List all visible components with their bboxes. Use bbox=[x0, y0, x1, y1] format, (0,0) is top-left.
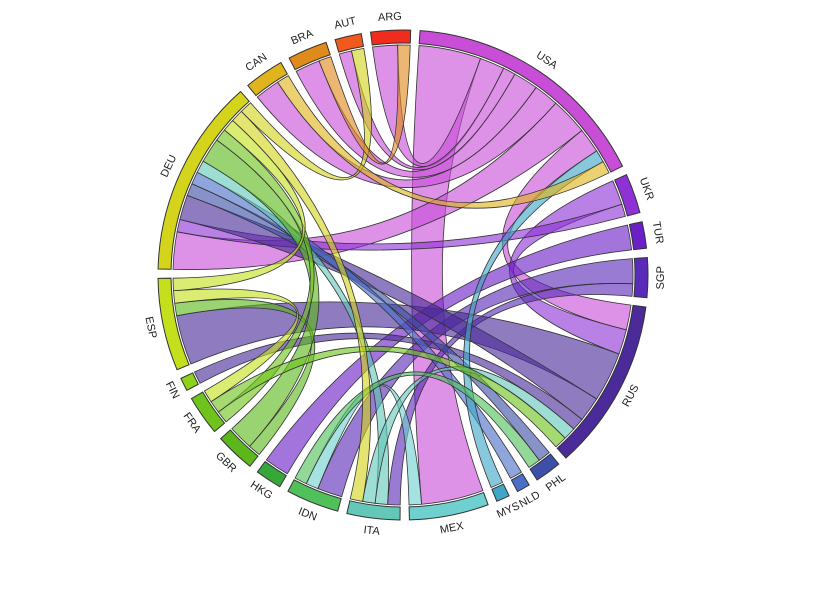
chord-label-mex: MEX bbox=[439, 520, 465, 536]
chord-ribbon-mys-usa bbox=[463, 150, 604, 488]
chord-ribbon-esp-fra bbox=[173, 288, 299, 403]
chord-ribbon-can-usa bbox=[277, 75, 610, 209]
chord-arc-sgp bbox=[633, 256, 649, 299]
chord-label-phl: PHL bbox=[544, 472, 568, 494]
chord-arc-fin bbox=[180, 372, 200, 392]
chord-label-tur: TUR bbox=[650, 221, 666, 245]
chord-arc-tur bbox=[628, 221, 648, 251]
chord-arc-hkg bbox=[256, 460, 287, 488]
chord-ribbon-usa-deu bbox=[172, 102, 583, 270]
chord-ribbon-idn-phl bbox=[294, 371, 540, 485]
chord-ribbon-phl-deu bbox=[186, 183, 550, 461]
chord-arc-can bbox=[247, 61, 289, 97]
chord-label-idn: IDN bbox=[296, 506, 318, 524]
chord-ribbon-gbr-esp bbox=[174, 299, 316, 456]
chord-arcs bbox=[157, 29, 649, 521]
chord-arc-mex bbox=[408, 491, 489, 521]
chord-ribbon-tur-hkg bbox=[265, 224, 633, 475]
chord-ribbon-ukr-deu bbox=[176, 203, 626, 251]
chord-label-fin: FIN bbox=[163, 380, 182, 401]
chord-arc-usa bbox=[418, 30, 624, 173]
chord-label-rus: RUS bbox=[620, 383, 641, 409]
chord-label-can: CAN bbox=[243, 51, 269, 74]
chord-ribbon-deu-ita bbox=[232, 110, 372, 502]
chord-label-mys: MYS bbox=[495, 500, 522, 521]
chord-arc-deu bbox=[157, 90, 250, 270]
chord-arc-idn bbox=[287, 479, 342, 512]
chord-label-fra: FRA bbox=[181, 410, 204, 435]
chord-arc-phl bbox=[529, 453, 560, 481]
chord-label-usa: USA bbox=[534, 49, 560, 72]
chord-label-sgp: SGP bbox=[655, 266, 667, 289]
chord-arc-rus bbox=[556, 304, 647, 459]
chord-ribbon-bra-arg bbox=[318, 44, 411, 165]
chord-label-ita: ITA bbox=[363, 524, 381, 538]
chord-label-arg: ARG bbox=[378, 11, 402, 24]
chord-label-ukr: UKR bbox=[637, 176, 656, 202]
chord-arc-mys bbox=[491, 483, 510, 502]
chord-ribbon-mex-idn bbox=[305, 383, 423, 506]
chord-ribbon-usa-can bbox=[256, 81, 557, 188]
chord-label-aut: AUT bbox=[333, 15, 357, 32]
chord-arc-arg bbox=[369, 29, 412, 46]
chord-ribbon-ita-rus bbox=[362, 366, 575, 504]
chord-label-hkg: HKG bbox=[248, 479, 275, 502]
chord-label-bra: BRA bbox=[289, 27, 315, 47]
chord-arc-gbr bbox=[219, 429, 259, 467]
chord-ribbon-esp-deu bbox=[172, 119, 306, 292]
chord-arc-esp bbox=[157, 277, 190, 371]
chord-label-deu: DEU bbox=[159, 153, 180, 179]
chord-arc-nld bbox=[510, 473, 530, 493]
chord-arc-aut bbox=[334, 33, 365, 53]
chord-ribbon-deu-aut bbox=[240, 47, 372, 181]
chord-label-nld: NLD bbox=[517, 489, 542, 510]
chord-ribbon-rus-deu bbox=[179, 194, 598, 421]
chord-arc-fra bbox=[190, 391, 226, 433]
chord-arc-ita bbox=[346, 500, 401, 521]
chord-arc-ukr bbox=[613, 173, 641, 217]
chord-ribbons bbox=[172, 44, 634, 506]
chord-arc-bra bbox=[288, 41, 331, 71]
chord-label-esp: ESP bbox=[142, 316, 158, 340]
